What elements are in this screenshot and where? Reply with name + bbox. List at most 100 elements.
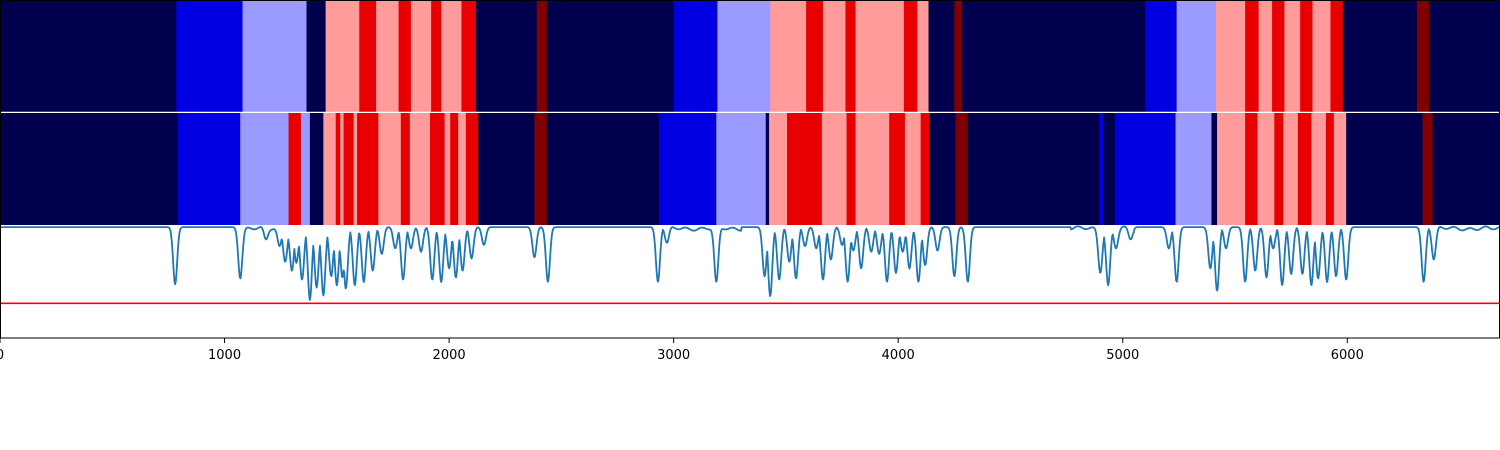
state-segment: [343, 113, 355, 225]
state-segment: [1175, 113, 1212, 225]
state-segment: [1330, 0, 1344, 112]
state-segment: [855, 113, 890, 225]
state-segment: [1312, 0, 1331, 112]
state-segment: [1211, 113, 1218, 225]
state-segment: [1217, 113, 1246, 225]
state-segment: [1429, 0, 1500, 112]
state-segment: [765, 113, 770, 225]
state-segment: [306, 0, 326, 112]
state-segment: [1284, 0, 1301, 112]
state-segment: [534, 113, 548, 225]
state-segment: [536, 0, 548, 112]
state-segment: [716, 113, 767, 225]
state-segment: [359, 0, 377, 112]
state-segment: [1145, 0, 1178, 112]
state-segment: [929, 113, 956, 225]
state-segment: [920, 113, 931, 225]
state-segment: [1300, 0, 1313, 112]
state-segment: [806, 0, 824, 112]
state-segment: [954, 0, 963, 112]
state-segment: [821, 113, 847, 225]
state-segment: [430, 113, 446, 225]
state-segment: [717, 0, 771, 112]
state-segment: [378, 113, 402, 225]
x-tick-label: 5000: [1106, 348, 1139, 363]
state-segment: [1346, 113, 1423, 225]
state-segment: [855, 0, 905, 112]
state-segment: [1274, 113, 1284, 225]
state-segment: [1176, 0, 1217, 112]
state-segment: [1245, 113, 1258, 225]
state-segment: [846, 113, 856, 225]
state-segment: [659, 113, 717, 225]
state-segment: [546, 0, 675, 112]
state-segment: [240, 113, 289, 225]
state-segment: [400, 113, 411, 225]
state-segment: [450, 113, 459, 225]
line-plot: [0, 225, 1500, 338]
state-segment: [1297, 113, 1312, 225]
state-segment: [458, 113, 467, 225]
state-segment: [0, 113, 178, 225]
state-segment: [967, 113, 1100, 225]
state-segment: [325, 0, 360, 112]
state-segment: [1215, 0, 1246, 112]
state-segment: [410, 0, 432, 112]
state-segment: [478, 113, 535, 225]
state-segment: [335, 113, 341, 225]
x-tick-label: 1000: [208, 348, 241, 363]
state-segment: [176, 0, 243, 112]
state-segment: [1114, 113, 1176, 225]
state-track-2: [0, 113, 1500, 225]
state-segment: [300, 113, 311, 225]
state-segment: [904, 113, 922, 225]
state-segment: [903, 0, 918, 112]
state-segment: [917, 0, 929, 112]
state-segment: [962, 0, 1146, 112]
state-segment: [431, 0, 442, 112]
state-segment: [1333, 113, 1347, 225]
state-segment: [1283, 113, 1299, 225]
state-segment: [1311, 113, 1327, 225]
state-segment: [376, 0, 399, 112]
state-segment: [822, 0, 846, 112]
state-segment: [444, 113, 451, 225]
state-segment: [323, 113, 337, 225]
series-line: [0, 225, 1500, 301]
state-segment: [353, 113, 358, 225]
state-segment: [928, 0, 955, 112]
state-segment: [1272, 0, 1285, 112]
state-segment: [441, 0, 462, 112]
x-tick-label: 0: [0, 348, 4, 363]
x-tick-label: 3000: [657, 348, 690, 363]
state-segment: [461, 0, 477, 112]
x-tick-label: 6000: [1331, 348, 1364, 363]
state-segment: [0, 0, 177, 112]
state-segment: [673, 0, 718, 112]
state-segment: [1099, 113, 1105, 225]
state-segment: [357, 113, 379, 225]
state-segment: [476, 0, 538, 112]
state-segment: [845, 0, 856, 112]
state-segment: [177, 113, 241, 225]
x-tick-label: 2000: [433, 348, 466, 363]
state-segment: [465, 113, 479, 225]
state-segment: [787, 113, 823, 225]
state-segment: [288, 113, 302, 225]
state-segment: [769, 113, 788, 225]
state-segment: [955, 113, 969, 225]
x-axis: 0 1000 2000 3000 4000 5000 6000: [0, 338, 1364, 363]
state-segment: [1325, 113, 1335, 225]
state-segment: [546, 113, 660, 225]
state-segment: [1432, 113, 1500, 225]
state-segment: [1416, 0, 1430, 112]
state-segment: [1257, 113, 1275, 225]
state-segment: [309, 113, 324, 225]
line-plot-area: [0, 226, 1500, 338]
state-segment: [409, 113, 431, 225]
state-segment: [1245, 0, 1260, 112]
state-segment: [889, 113, 906, 225]
state-track-1: [0, 0, 1500, 112]
state-segment: [770, 0, 807, 112]
